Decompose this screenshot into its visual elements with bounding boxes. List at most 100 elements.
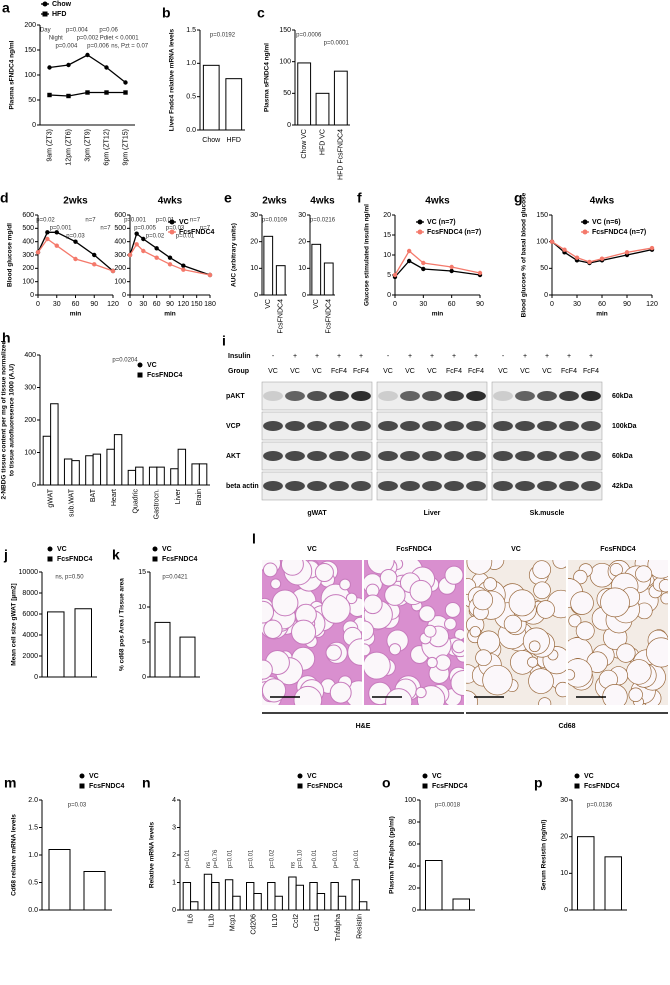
bar (190, 901, 199, 911)
y-tick-label: 0 (34, 674, 38, 681)
group-label: FcF4 (353, 368, 369, 375)
adipocyte (660, 592, 668, 605)
insulin-label: + (452, 353, 456, 360)
marker (406, 248, 412, 254)
y-axis-label: Liver Fndc4 relative mRNA levels (169, 28, 176, 131)
x-tick-label: 30 (53, 301, 61, 308)
x-tick-label: Heart (111, 489, 118, 506)
marker (421, 260, 426, 266)
y-tick-label: 0 (122, 292, 126, 299)
x-tick-label: 9am (ZT3) (46, 129, 53, 162)
annotation: p=0.002 (77, 36, 100, 42)
group-label: VC (520, 368, 530, 375)
y-tick-label: 10 (250, 265, 258, 272)
adipocyte (555, 681, 566, 698)
series-line (394, 260, 481, 278)
annotation: Day (40, 28, 51, 34)
panel-label: e (224, 190, 232, 206)
significance-note: ns (206, 862, 212, 868)
bar (71, 460, 80, 486)
blot-band (285, 421, 305, 431)
marker (134, 242, 139, 247)
adipocyte (483, 577, 498, 591)
y-tick-label: 500 (114, 225, 126, 232)
bar (315, 92, 330, 126)
x-tick-label: Cd206 (251, 914, 258, 935)
marker (47, 556, 53, 562)
adipocyte (415, 686, 427, 699)
blot-band (466, 481, 486, 491)
legend-label: FcsFNDC4 (584, 783, 620, 790)
chart-title: 4wks (425, 196, 450, 207)
panel-caption: VC (511, 546, 521, 553)
y-tick-label: 600 (114, 212, 126, 219)
insulin-label: + (315, 353, 319, 360)
adipocyte (388, 643, 402, 656)
marker (66, 93, 71, 99)
adipocyte (646, 637, 668, 668)
y-tick-label: 300 (22, 252, 34, 259)
y-tick-label: 400 (24, 352, 36, 359)
group-label: FcF4 (561, 368, 577, 375)
marker (649, 245, 655, 251)
adipocyte (552, 560, 566, 569)
legend-label: VC (57, 546, 67, 553)
x-tick-label: Ccl11 (314, 914, 321, 931)
adipocyte (384, 584, 406, 606)
x-axis-label: min (432, 311, 444, 318)
legend-label: VC (162, 546, 172, 553)
blot-band (444, 451, 464, 461)
marker (137, 362, 143, 368)
adipocyte (325, 644, 342, 661)
group-label: VC (542, 368, 552, 375)
histology-image (568, 560, 668, 705)
blot-band (307, 391, 327, 401)
y-tick-label: 100 (404, 797, 416, 804)
y-tick-label: 30 (250, 212, 258, 219)
x-tick-label: HFD VC (319, 129, 326, 155)
group-label: VC (290, 368, 300, 375)
adipocyte (262, 659, 273, 680)
y-tick-label: 10 (560, 870, 568, 877)
y-tick-label: 0.5 (186, 94, 196, 101)
marker (574, 783, 580, 789)
y-tick-label: 15 (383, 232, 391, 239)
panel-label: j (3, 547, 8, 563)
adipocyte (280, 560, 304, 576)
marker (66, 62, 71, 68)
y-tick-label: 20 (383, 212, 391, 219)
bar (351, 879, 360, 911)
marker (47, 546, 53, 552)
adipocyte (426, 656, 438, 669)
adipocyte (647, 560, 668, 579)
x-tick-label: 30 (139, 301, 147, 308)
adipocyte (339, 578, 351, 591)
bar (295, 884, 305, 911)
x-tick-label: IL1b (209, 914, 216, 928)
blot-band (493, 451, 513, 461)
blot-band (466, 451, 486, 461)
group-label: VC (312, 368, 322, 375)
group-label: VC (498, 368, 508, 375)
legend-label: FcsFNDC4 (432, 783, 468, 790)
adipocyte (568, 614, 582, 628)
blot-band (493, 421, 513, 431)
y-tick-label: 30 (560, 797, 568, 804)
x-tick-label: 6pm (ZT12) (103, 129, 110, 166)
marker (127, 252, 133, 258)
y-tick-label: 4000 (22, 632, 38, 639)
adipocyte (329, 681, 352, 704)
x-tick-label: 30 (573, 301, 581, 308)
adipocyte (444, 617, 457, 631)
x-tick-label: Ccl2 (293, 914, 300, 928)
chart-title: 2wks (262, 196, 287, 207)
y-tick-label: 0 (254, 292, 258, 299)
y-tick-label: 10 (138, 604, 146, 611)
y-tick-label: 10 (298, 265, 306, 272)
marker (599, 256, 605, 261)
marker (574, 773, 580, 779)
x-tick-label: 120 (646, 301, 658, 308)
blot-band (444, 481, 464, 491)
marker (449, 268, 454, 274)
group-label: VC (405, 368, 415, 375)
